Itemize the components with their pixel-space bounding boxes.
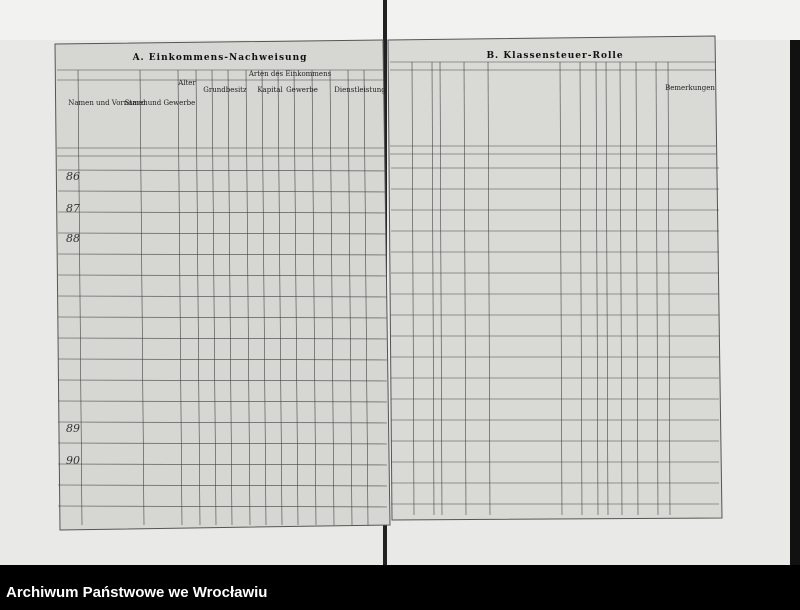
row-rule <box>57 169 388 172</box>
row-rule <box>57 484 388 487</box>
row-rule <box>57 253 388 256</box>
column-rule <box>463 61 467 516</box>
column-header: Bemerkungen <box>665 84 715 92</box>
column-rule <box>227 69 233 526</box>
right-sheet <box>387 35 723 521</box>
column-rule <box>411 61 415 516</box>
column-rule <box>245 69 251 526</box>
column-header: Arten des Einkommens <box>248 70 332 78</box>
right-title: B. Klassensteuer-Rolle <box>486 51 623 61</box>
row-number: 90 <box>66 454 80 467</box>
column-header: Gewerbe <box>286 86 318 94</box>
column-rule <box>579 61 583 516</box>
row-rule <box>57 295 388 298</box>
column-rule <box>487 61 491 516</box>
row-number: 86 <box>66 170 80 183</box>
row-rule <box>57 505 388 508</box>
column-rule <box>195 69 201 526</box>
column-header: Kapital <box>257 86 283 94</box>
column-rule <box>261 69 267 526</box>
column-header: Alter <box>177 79 196 87</box>
column-rule <box>363 69 369 526</box>
archive-name: Archiwum Państwowe we Wrocławiu <box>6 584 267 601</box>
row-rule <box>57 190 388 193</box>
row-rule <box>57 442 388 445</box>
column-rule <box>293 69 299 526</box>
row-rule <box>57 337 388 340</box>
row-number: 87 <box>66 202 80 215</box>
column-rule <box>177 69 183 526</box>
column-header: Stand und Gewerbe <box>125 99 196 107</box>
column-rule <box>605 61 609 516</box>
column-rule <box>439 61 443 516</box>
row-rule <box>57 316 388 319</box>
row-rule <box>57 274 388 277</box>
column-header: Grundbesitz <box>203 86 247 94</box>
row-rule <box>57 421 388 424</box>
row-number: 88 <box>66 232 80 245</box>
row-rule <box>57 232 388 235</box>
ruling <box>57 61 719 526</box>
column-rule <box>667 61 671 516</box>
column-header: Dienstleistung <box>334 86 386 94</box>
scan-edge <box>790 0 800 565</box>
row-number: 89 <box>66 422 80 435</box>
row-rule <box>57 463 388 466</box>
column-header: Namen und Vornamen <box>68 99 148 107</box>
column-rule <box>595 61 599 516</box>
column-rule <box>211 69 217 526</box>
row-rule <box>57 400 388 403</box>
column-rule <box>329 69 335 526</box>
column-rule <box>431 61 435 516</box>
column-rule <box>559 61 563 516</box>
left-sheet <box>54 39 391 531</box>
column-rule <box>139 69 145 526</box>
column-rule <box>635 61 639 516</box>
left-title: A. Einkommens-Nachweisung <box>132 53 308 63</box>
column-rule <box>277 69 283 526</box>
row-rule <box>57 358 388 361</box>
row-rule <box>57 211 388 214</box>
column-rule <box>619 61 623 516</box>
scan-top <box>0 0 800 40</box>
column-rule <box>347 69 353 526</box>
column-rule <box>311 69 317 526</box>
row-rule <box>57 379 388 382</box>
column-rule <box>77 69 83 526</box>
column-rule <box>655 61 659 516</box>
footer-band <box>0 565 800 610</box>
